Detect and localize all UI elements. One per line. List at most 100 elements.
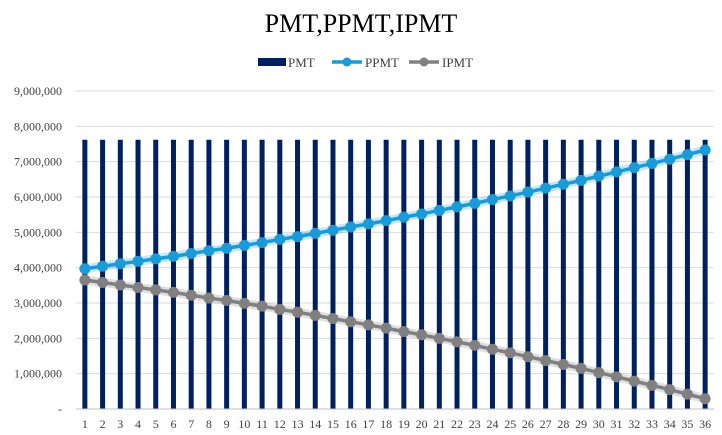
pmt-bar <box>117 139 123 409</box>
x-axis: 1 2 3 4 5 6 7 8 9 10 11 12 13 14 15 16 17 18 19 20 21 22 23 24 2… <box>76 408 714 431</box>
pmt-bar <box>543 139 549 409</box>
ipmt-point <box>486 343 498 355</box>
pmt-bar <box>100 139 106 409</box>
ipmt-point <box>681 388 693 400</box>
ppmt-point <box>416 208 428 220</box>
pmt-bar <box>507 139 513 409</box>
ipmt-point <box>185 289 197 301</box>
ipmt-point <box>433 332 445 344</box>
pmt-bar <box>578 139 584 409</box>
ipmt-point <box>79 274 91 286</box>
y-tick-label: 4,000,000 <box>14 261 62 275</box>
ipmt-point <box>416 329 428 341</box>
ipmt-line-glow <box>84 275 707 404</box>
ipmt-point <box>362 319 374 331</box>
x-tick-label: 14 <box>309 417 321 431</box>
ppmt-point <box>681 149 693 161</box>
pmt-bar <box>649 139 655 409</box>
ppmt-point <box>433 204 445 216</box>
x-tick-label: 26 <box>522 417 534 431</box>
ppmt-point <box>504 190 516 202</box>
ipmt-point <box>114 279 126 291</box>
x-tick-label: 30 <box>593 417 605 431</box>
y-tick-label: 7,000,000 <box>14 155 62 169</box>
pmt-bar <box>401 139 407 409</box>
ppmt-point <box>345 221 357 233</box>
pmt-bar <box>348 139 354 409</box>
pmt-bar <box>454 139 460 409</box>
ppmt-series <box>79 144 711 275</box>
ipmt-point <box>593 367 605 379</box>
ppmt-point <box>522 186 534 198</box>
x-tick-label: 16 <box>345 417 357 431</box>
y-tick-label: 6,000,000 <box>14 190 62 204</box>
x-tick-label: 4 <box>135 417 141 431</box>
y-tick-label: 2,000,000 <box>14 331 62 345</box>
x-tick-label: 27 <box>540 417 552 431</box>
ppmt-point <box>97 260 109 272</box>
y-tick-label: 1,000,000 <box>14 367 62 381</box>
ppmt-point <box>238 239 250 251</box>
legend-label-ipmt: IPMT <box>442 55 473 70</box>
x-tick-label: 22 <box>451 417 463 431</box>
legend-item-pmt: PMT <box>258 55 315 70</box>
pmt-bar <box>631 139 637 409</box>
x-tick-label: 35 <box>681 417 693 431</box>
pmt-bar <box>365 139 371 409</box>
pmt-bar <box>614 139 620 409</box>
pmt-bar <box>330 139 336 409</box>
ipmt-point <box>345 316 357 328</box>
ipmt-point <box>238 297 250 309</box>
y-tick-label: 9,000,000 <box>14 84 62 98</box>
ppmt-point <box>664 153 676 165</box>
legend-marker-ipmt <box>419 57 429 67</box>
ipmt-point <box>451 336 463 348</box>
ppmt-point <box>593 170 605 182</box>
pmt-bar <box>188 139 194 409</box>
pmt-bar <box>170 139 176 409</box>
ppmt-line-glow <box>84 145 707 274</box>
y-tick-label: - <box>58 402 62 416</box>
x-tick-label: 3 <box>117 417 123 431</box>
x-tick-label: 23 <box>469 417 481 431</box>
x-tick-label: 7 <box>188 417 194 431</box>
x-tick-label: 9 <box>224 417 230 431</box>
ipmt-point <box>203 292 215 304</box>
pmt-bar <box>560 139 566 409</box>
x-tick-label: 24 <box>486 417 498 431</box>
x-tick-label: 20 <box>416 417 428 431</box>
ppmt-point <box>646 157 658 169</box>
legend: PMT PPMT IPMT <box>258 55 473 70</box>
x-tick-label: 33 <box>646 417 658 431</box>
series-lines <box>79 144 711 405</box>
ipmt-point <box>167 286 179 298</box>
ipmt-series <box>79 274 711 405</box>
pmt-bars <box>82 139 708 409</box>
y-tick-label: 5,000,000 <box>14 225 62 239</box>
x-tick-label: 6 <box>170 417 176 431</box>
ppmt-point <box>132 255 144 267</box>
pmt-bar <box>419 139 425 409</box>
ppmt-point <box>628 162 640 174</box>
ipmt-line <box>84 278 706 401</box>
ppmt-point <box>611 166 623 178</box>
pmt-bar <box>489 139 495 409</box>
ipmt-point <box>132 281 144 293</box>
ppmt-point <box>256 237 268 249</box>
ppmt-point <box>114 258 126 270</box>
ppmt-point <box>327 224 339 236</box>
pmt-bar <box>277 139 283 409</box>
pmt-bar <box>224 139 230 409</box>
ipmt-point <box>221 295 233 307</box>
ppmt-point <box>221 242 233 254</box>
ipmt-point <box>469 339 481 351</box>
pmt-bar <box>241 139 247 409</box>
ppmt-point <box>486 193 498 205</box>
x-tick-label: 25 <box>504 417 516 431</box>
x-tick-label: 28 <box>557 417 569 431</box>
x-tick-label: 31 <box>611 417 623 431</box>
pmt-bar <box>383 139 389 409</box>
x-tick-label: 2 <box>100 417 106 431</box>
ppmt-point <box>451 201 463 213</box>
